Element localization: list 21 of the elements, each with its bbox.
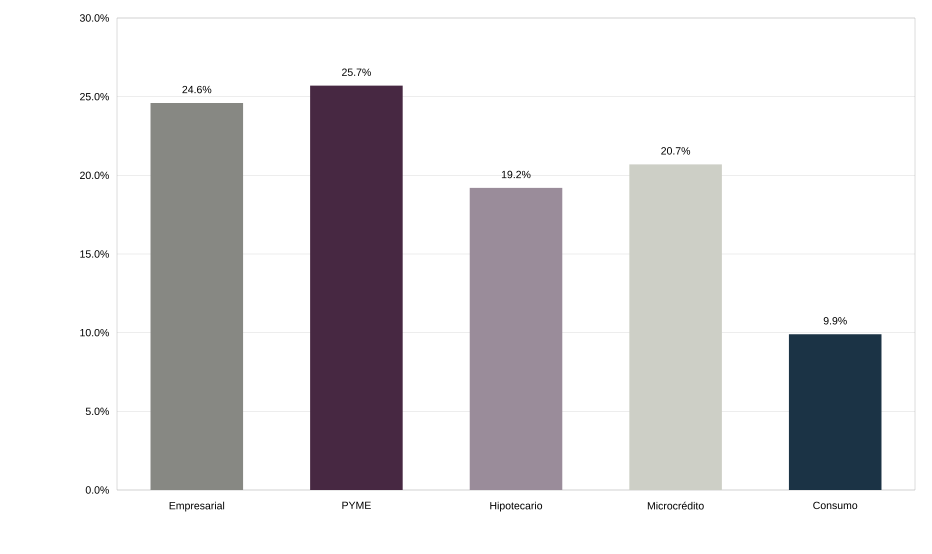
y-tick-label: 30.0% bbox=[80, 14, 109, 22]
y-tick-label: 15.0% bbox=[80, 250, 109, 258]
bar bbox=[470, 188, 562, 490]
data-label: 20.7% bbox=[661, 147, 690, 155]
y-tick-label: 0.0% bbox=[86, 486, 109, 494]
x-tick-label: Microcrédito bbox=[648, 502, 704, 510]
y-tick-label: 25.0% bbox=[80, 92, 109, 100]
y-tick-label: 20.0% bbox=[80, 172, 109, 180]
data-label: 24.6% bbox=[182, 86, 212, 94]
data-label: 9.9% bbox=[824, 317, 847, 325]
y-tick-label: 10.0% bbox=[80, 328, 109, 336]
x-tick-label: Hipotecario bbox=[490, 502, 542, 512]
bar bbox=[150, 102, 244, 490]
data-label: 25.7% bbox=[342, 68, 371, 76]
x-tick-label: Consumo bbox=[813, 502, 858, 510]
bar bbox=[788, 334, 882, 490]
y-tick-label: 5.0% bbox=[86, 408, 109, 416]
bar bbox=[310, 86, 403, 490]
data-label: 19.2% bbox=[502, 170, 531, 178]
x-tick-label: PYME bbox=[342, 502, 371, 509]
x-tick-label: Empresarial bbox=[170, 502, 224, 512]
